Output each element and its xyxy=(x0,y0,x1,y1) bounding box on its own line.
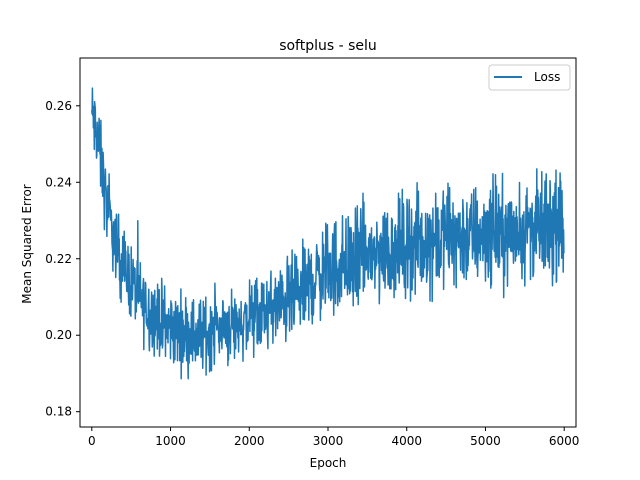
x-tick-label: 5000 xyxy=(470,434,501,448)
x-tick-label: 0 xyxy=(88,434,96,448)
x-tick-label: 4000 xyxy=(391,434,422,448)
chart-title: softplus - selu xyxy=(279,38,377,54)
y-tick-label: 0.26 xyxy=(45,99,72,113)
x-tick-label: 6000 xyxy=(549,434,580,448)
legend: Loss xyxy=(488,64,571,91)
x-tick-label: 1000 xyxy=(155,434,186,448)
x-axis-label: Epoch xyxy=(310,456,347,470)
legend-label-loss: Loss xyxy=(534,70,560,84)
y-tick-label: 0.18 xyxy=(45,405,72,419)
y-axis-ticks: 0.18 0.20 0.22 0.24 0.26 xyxy=(45,99,80,419)
y-tick-label: 0.24 xyxy=(45,175,72,189)
x-axis-ticks: 0 1000 2000 3000 4000 5000 6000 xyxy=(88,427,579,448)
x-tick-label: 2000 xyxy=(234,434,265,448)
y-tick-label: 0.22 xyxy=(45,252,72,266)
series-line-loss xyxy=(91,87,565,380)
legend-box xyxy=(488,64,571,91)
y-tick-label: 0.20 xyxy=(45,328,72,342)
y-axis-label: Mean Squared Error xyxy=(20,184,34,304)
x-tick-label: 3000 xyxy=(313,434,344,448)
